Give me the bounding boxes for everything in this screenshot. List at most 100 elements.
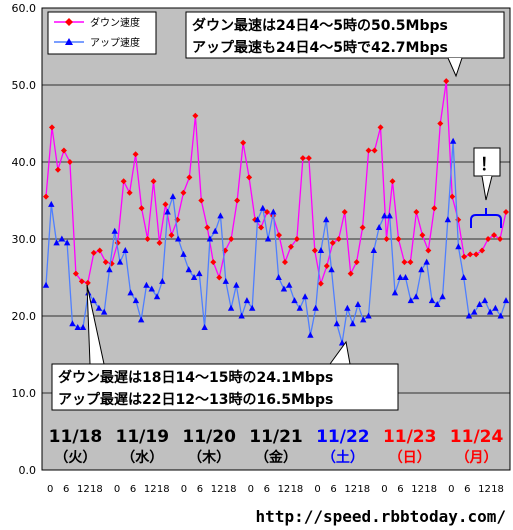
data-point (353, 259, 360, 266)
max-annotation-pointer (447, 57, 463, 78)
data-point (43, 193, 49, 200)
day-date-label: 11/22 (316, 427, 370, 447)
data-point (425, 247, 432, 254)
data-point (174, 235, 182, 242)
day-weekday-label: （日） (389, 450, 431, 466)
data-point (497, 312, 504, 319)
data-point (190, 274, 198, 280)
data-point (386, 212, 393, 219)
data-point (74, 324, 81, 331)
x-tick-label: 12 (411, 484, 424, 495)
data-point (317, 247, 325, 254)
data-point (90, 297, 97, 304)
data-point (301, 293, 309, 300)
x-tick-label: 6 (397, 484, 403, 495)
data-point (90, 249, 97, 256)
data-point (102, 259, 109, 266)
data-point (60, 147, 67, 154)
data-point (69, 320, 76, 327)
max-annotation: ダウン最速は24日4～5時の50.5Mbps アップ最速も24日4～5時で42.… (185, 11, 505, 78)
day-weekday-label: （火） (54, 450, 96, 466)
min-annotation-pointer-left (86, 284, 105, 365)
exclaim-mark: ！ (480, 155, 497, 175)
x-tick-label: 18 (90, 484, 103, 495)
exclaim-pointer (481, 175, 493, 201)
data-point (234, 197, 241, 204)
data-point (281, 259, 288, 266)
x-tick-label: 6 (63, 484, 69, 495)
legend-box (47, 11, 157, 55)
data-point (246, 174, 253, 181)
series-line (45, 81, 507, 287)
data-point (413, 209, 420, 216)
data-point (84, 279, 91, 286)
x-tick-label: 6 (130, 484, 136, 495)
series-line (45, 141, 507, 344)
data-point (333, 320, 341, 327)
y-tick-label: 40.0 (12, 156, 37, 169)
data-point (66, 159, 73, 165)
data-point (185, 266, 192, 273)
data-point (143, 281, 150, 288)
data-point (461, 253, 468, 260)
data-point (381, 212, 388, 219)
data-point (275, 232, 282, 239)
data-point (423, 258, 430, 265)
data-point (293, 236, 300, 242)
data-point (395, 236, 402, 242)
data-point (168, 232, 175, 239)
source-url: http://speed.rbbtoday.com/ (256, 507, 506, 526)
series-download (43, 78, 509, 287)
data-point (162, 201, 169, 208)
data-point (412, 293, 420, 300)
data-point (486, 308, 494, 315)
data-point (476, 300, 483, 307)
data-point (296, 304, 303, 311)
data-point (492, 304, 499, 311)
data-point (449, 193, 456, 200)
data-point (198, 197, 205, 204)
data-point (264, 235, 272, 242)
data-point (444, 216, 452, 223)
data-point (402, 274, 409, 280)
min-annotation: ダウン最遅は18日14～15時の24.1Mbps アップ最遅は22日12～13時… (51, 284, 399, 411)
data-point (48, 124, 55, 131)
data-point (365, 312, 372, 319)
data-point (473, 251, 480, 258)
legend-down-label: ダウン速度 (90, 16, 140, 29)
data-point (347, 270, 354, 277)
x-tick-label: 0 (181, 484, 187, 495)
min-annotation-line1: ダウン最遅は18日14～15時の24.1Mbps (58, 369, 333, 386)
data-point (481, 297, 489, 304)
data-point (116, 258, 124, 265)
data-point (307, 331, 314, 338)
data-point (341, 209, 348, 216)
data-point (460, 274, 467, 280)
data-point (317, 280, 324, 287)
min-annotation-line2: アップ最遅は22日12～13時の16.5Mbps (58, 391, 333, 408)
day-weekday-label: （金） (255, 449, 297, 466)
data-point (465, 312, 473, 319)
data-point (222, 277, 229, 284)
data-point (485, 236, 492, 242)
data-point (370, 247, 378, 254)
data-point (377, 124, 384, 131)
data-point (467, 251, 474, 258)
data-point (132, 297, 140, 304)
data-point (280, 285, 288, 292)
data-point (58, 235, 66, 242)
y-tick-label: 0.0 (19, 464, 37, 477)
data-point (471, 308, 478, 315)
data-point (344, 304, 351, 311)
data-point (78, 278, 85, 285)
data-point (228, 236, 235, 242)
data-point (431, 205, 438, 212)
day-date-label: 11/20 (182, 427, 236, 447)
day-date-label: 11/19 (116, 427, 170, 447)
data-point (391, 289, 399, 296)
day-weekday-label: （木） (188, 449, 230, 466)
day-date-label: 11/21 (249, 427, 303, 447)
data-point (455, 243, 462, 250)
data-point (323, 262, 330, 269)
x-axis-ticks: 0 6 12 18 0 6 12 18 0 6 12 18 0 6 12 18 0 6 12 18 0 6 12 18 0 6 12… (47, 484, 504, 495)
